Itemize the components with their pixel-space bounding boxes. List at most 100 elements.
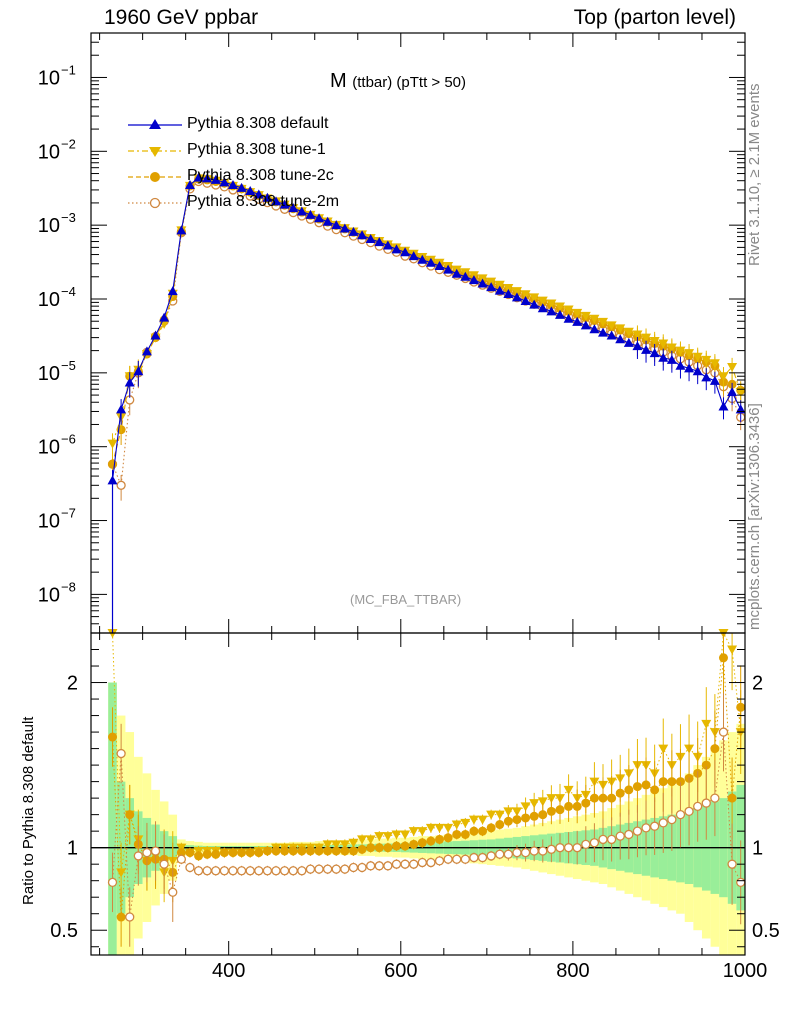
data-point — [116, 480, 126, 490]
ratio-point — [452, 829, 462, 839]
data-point — [666, 343, 677, 353]
ratio-point — [503, 807, 514, 817]
x-tick-label: 800 — [556, 960, 589, 982]
y-tick-exponent: −6 — [61, 432, 76, 447]
ratio-point — [736, 702, 746, 712]
ratio-point — [538, 846, 548, 856]
analysis-tag: (MC_FBA_TTBAR) — [350, 592, 462, 607]
data-point — [219, 177, 230, 187]
ratio-point — [159, 859, 169, 869]
ratio-point — [581, 839, 591, 850]
ratio-point — [537, 797, 548, 807]
ratio-point — [357, 862, 367, 873]
data-point — [529, 293, 540, 303]
ratio-plot-frame — [90, 632, 746, 956]
ratio-point — [228, 848, 238, 858]
ratio-point — [718, 727, 729, 737]
ratio-point — [366, 843, 376, 853]
ratio-point — [194, 851, 204, 861]
data-point — [202, 173, 213, 183]
data-point — [641, 344, 652, 354]
data-point — [649, 348, 660, 358]
ratio-point — [727, 859, 737, 869]
ratio-point — [366, 861, 376, 871]
data-point — [400, 247, 411, 257]
ratio-point — [718, 653, 728, 663]
data-point — [529, 299, 540, 309]
ratio-point — [133, 851, 143, 861]
data-point — [692, 352, 703, 362]
ratio-point — [641, 823, 651, 833]
data-point — [684, 363, 695, 373]
data-point — [632, 330, 643, 340]
ratio-point — [658, 818, 668, 828]
data-point — [546, 299, 557, 309]
ratio-point — [598, 834, 608, 845]
ratio-point — [468, 815, 479, 825]
data-point — [606, 321, 617, 331]
ratio-point — [684, 806, 694, 816]
ratio-point — [288, 866, 298, 876]
data-point — [520, 290, 531, 300]
data-point — [494, 285, 505, 295]
ratio-point — [116, 868, 127, 878]
y-tick-exponent: −8 — [61, 579, 76, 594]
data-point — [236, 182, 247, 192]
ratio-point — [469, 852, 479, 863]
legend-swatch-default — [128, 119, 182, 129]
ratio-point — [297, 866, 307, 876]
data-point — [451, 268, 462, 278]
data-point — [606, 330, 617, 340]
ratio-point — [727, 645, 738, 655]
data-point — [615, 334, 626, 344]
ratio-point — [538, 810, 548, 820]
data-point — [167, 286, 178, 296]
ratio-point — [262, 846, 272, 856]
y-tick-exponent: −7 — [61, 506, 76, 521]
ratio-point — [322, 864, 333, 874]
data-point — [735, 404, 746, 414]
data-point — [322, 216, 333, 226]
ratio-point — [279, 866, 290, 876]
ratio-point — [391, 859, 402, 869]
mcplots-reference-label: mcplots.cern.ch [arXiv:1306.3436] — [746, 403, 763, 630]
ratio-point — [314, 846, 324, 856]
y-tick-exponent: −4 — [61, 284, 76, 299]
ratio-point — [563, 785, 574, 795]
ratio-point — [529, 799, 540, 809]
data-point — [709, 375, 720, 385]
ratio-point — [417, 857, 427, 868]
data-point — [391, 244, 402, 254]
ratio-point — [142, 847, 152, 858]
legend-label-tune-1: Pythia 8.308 tune-1 — [187, 141, 326, 158]
ratio-series-2 — [107, 692, 746, 947]
data-point — [735, 388, 746, 398]
series-1 — [107, 174, 746, 459]
ratio-point — [624, 785, 634, 795]
y-tick-label: 10 — [38, 141, 60, 163]
data-point — [649, 336, 660, 346]
data-point — [210, 174, 221, 184]
ratio-point — [486, 851, 496, 861]
ratio-point — [305, 864, 316, 874]
ratio-point — [495, 849, 505, 859]
ratio-point — [374, 861, 384, 871]
ratio-point — [116, 748, 126, 759]
data-point — [425, 257, 436, 267]
ratio-point — [425, 823, 436, 833]
ratio-point — [339, 840, 350, 850]
ratio-point — [443, 823, 454, 833]
ratio-point — [486, 823, 496, 833]
ratio-point — [409, 839, 419, 849]
ratio-point — [245, 848, 255, 858]
legend-entry-tune-2m: Pythia 8.308 tune-2m — [125, 193, 425, 217]
ratio-point — [529, 811, 539, 821]
ratio-point — [615, 831, 625, 841]
legend-entry-tune-2c: Pythia 8.308 tune-2c — [125, 167, 425, 191]
ratio-point — [607, 793, 617, 803]
ratio-point — [494, 810, 505, 820]
data-point — [486, 282, 497, 292]
ratio-point — [434, 823, 445, 833]
legend-entry-default: Pythia 8.308 default — [125, 115, 425, 139]
data-point — [305, 209, 316, 219]
